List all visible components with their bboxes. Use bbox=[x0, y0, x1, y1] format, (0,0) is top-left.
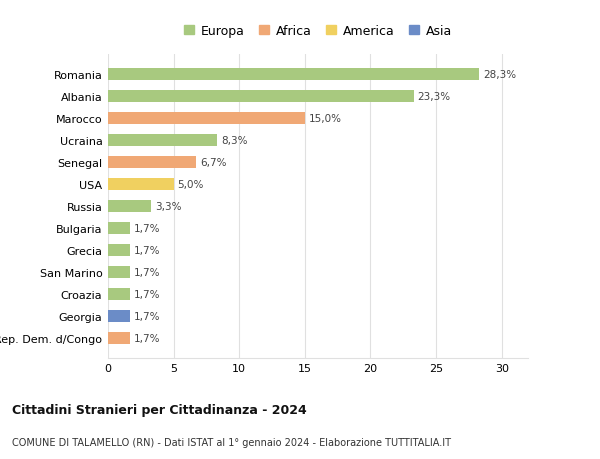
Text: 1,7%: 1,7% bbox=[134, 268, 161, 277]
Text: COMUNE DI TALAMELLO (RN) - Dati ISTAT al 1° gennaio 2024 - Elaborazione TUTTITAL: COMUNE DI TALAMELLO (RN) - Dati ISTAT al… bbox=[12, 437, 451, 447]
Bar bbox=[108, 288, 130, 300]
Text: 1,7%: 1,7% bbox=[134, 289, 161, 299]
Text: 1,7%: 1,7% bbox=[134, 246, 161, 255]
Text: 28,3%: 28,3% bbox=[484, 70, 517, 80]
Bar bbox=[108, 134, 217, 147]
Text: 6,7%: 6,7% bbox=[200, 158, 226, 168]
Bar bbox=[108, 201, 151, 213]
Bar bbox=[108, 179, 173, 190]
Bar bbox=[108, 91, 414, 103]
Bar bbox=[108, 266, 130, 279]
Text: 1,7%: 1,7% bbox=[134, 311, 161, 321]
Text: Cittadini Stranieri per Cittadinanza - 2024: Cittadini Stranieri per Cittadinanza - 2… bbox=[12, 403, 307, 416]
Text: 15,0%: 15,0% bbox=[309, 114, 342, 124]
Bar bbox=[108, 223, 130, 235]
Legend: Europa, Africa, America, Asia: Europa, Africa, America, Asia bbox=[184, 25, 452, 38]
Bar bbox=[108, 69, 479, 81]
Bar bbox=[108, 113, 305, 125]
Text: 1,7%: 1,7% bbox=[134, 224, 161, 234]
Text: 23,3%: 23,3% bbox=[418, 92, 451, 102]
Text: 8,3%: 8,3% bbox=[221, 136, 247, 146]
Bar bbox=[108, 244, 130, 257]
Text: 1,7%: 1,7% bbox=[134, 333, 161, 343]
Bar bbox=[108, 157, 196, 169]
Bar bbox=[108, 310, 130, 322]
Text: 3,3%: 3,3% bbox=[155, 202, 182, 212]
Text: 5,0%: 5,0% bbox=[178, 179, 204, 190]
Bar bbox=[108, 332, 130, 344]
